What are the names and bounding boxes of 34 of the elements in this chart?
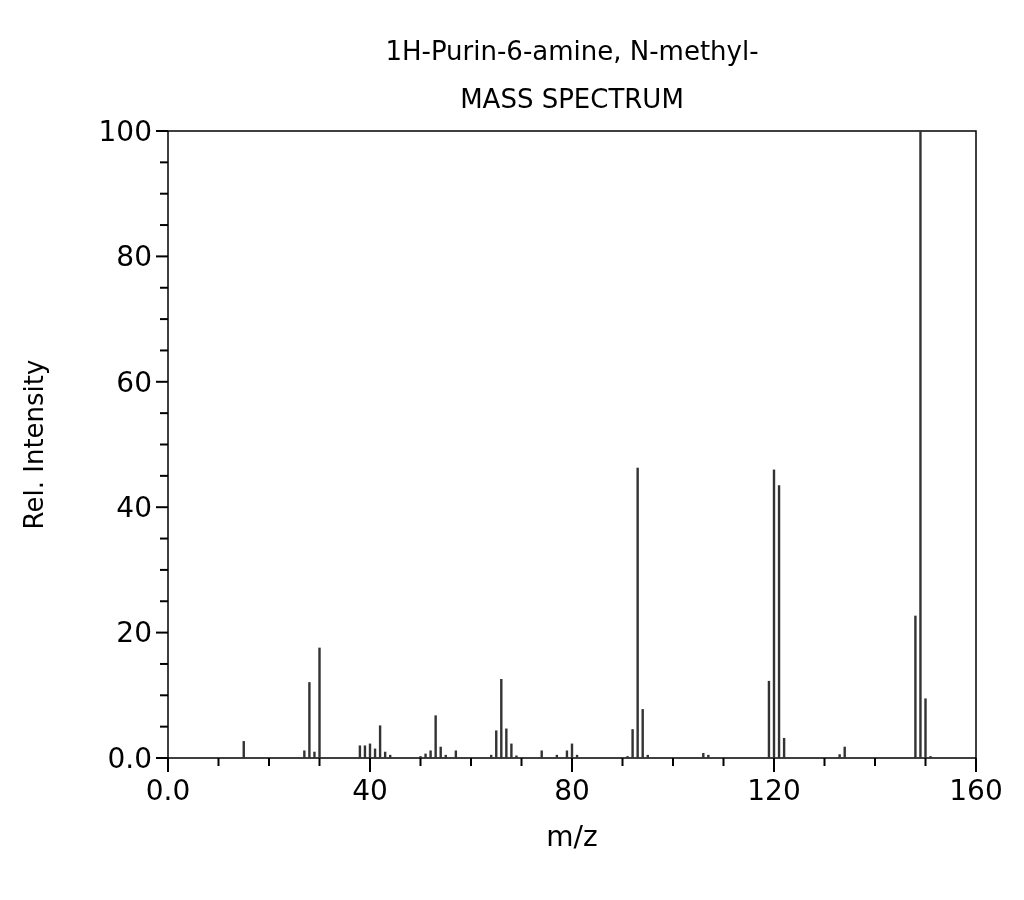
bar bbox=[313, 751, 316, 758]
y-axis-title: Rel. Intensity bbox=[19, 359, 49, 530]
y-tick-label: 20 bbox=[116, 616, 152, 650]
y-tick-label: 60 bbox=[116, 365, 152, 399]
x-tick-label: 0.0 bbox=[145, 774, 191, 807]
y-tick-label: 100 bbox=[98, 114, 152, 148]
bar bbox=[429, 750, 432, 758]
x-axis-title: m/z bbox=[546, 820, 598, 853]
bar bbox=[924, 698, 927, 758]
bar bbox=[424, 753, 427, 758]
x-tick-label: 80 bbox=[554, 774, 590, 807]
bar bbox=[515, 755, 518, 758]
bar bbox=[500, 679, 503, 758]
bar bbox=[636, 467, 639, 758]
bar bbox=[318, 647, 321, 758]
bar bbox=[434, 715, 437, 758]
x-tick-label: 40 bbox=[352, 774, 388, 807]
bar bbox=[510, 743, 513, 758]
bar bbox=[707, 754, 710, 758]
chart-subtitle: MASS SPECTRUM bbox=[460, 84, 684, 114]
bar bbox=[308, 682, 311, 758]
x-tick-label: 120 bbox=[747, 774, 801, 807]
bar bbox=[914, 615, 917, 758]
bar bbox=[702, 752, 705, 758]
y-tick-label: 40 bbox=[116, 491, 152, 524]
bar bbox=[631, 729, 634, 758]
bar bbox=[838, 754, 841, 758]
bar bbox=[303, 750, 306, 758]
bar bbox=[919, 131, 922, 758]
y-tick-label: 0.0 bbox=[107, 741, 152, 775]
y-tick-label: 80 bbox=[116, 240, 152, 274]
x-tick-label: 160 bbox=[949, 774, 1003, 807]
chart-title: 1H-Purin-6-amine, N-methyl- bbox=[385, 36, 759, 66]
bar bbox=[505, 728, 508, 758]
